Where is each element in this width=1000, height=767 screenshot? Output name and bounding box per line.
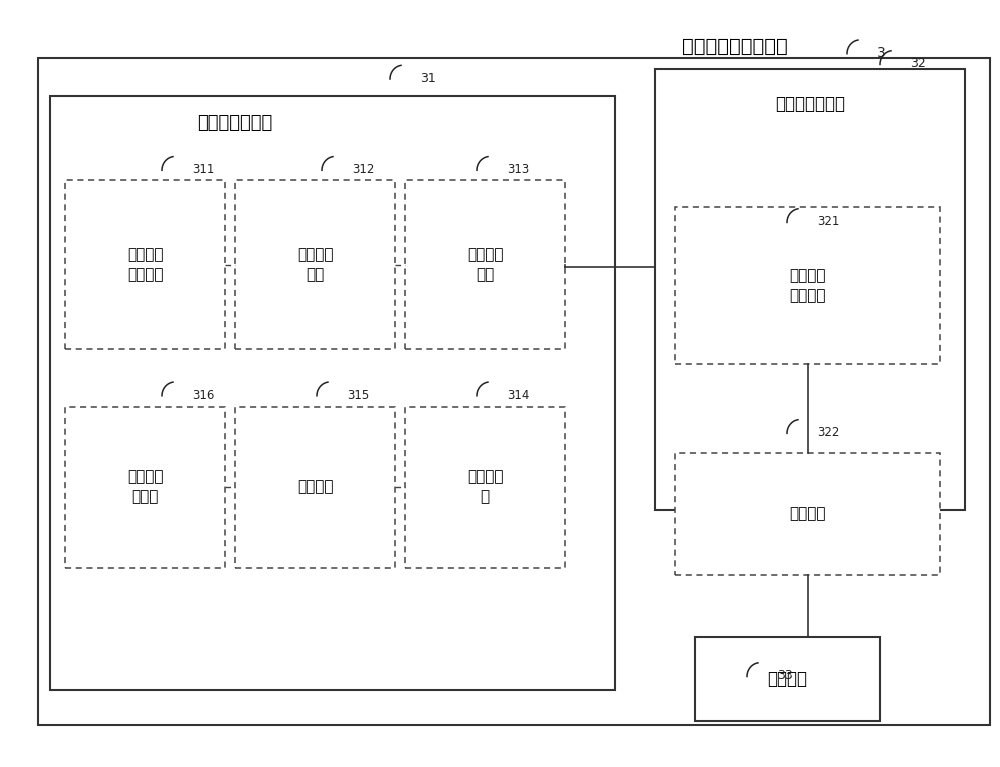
Text: 比对单元: 比对单元 bbox=[789, 506, 826, 522]
Bar bbox=[235, 407, 395, 568]
Text: 解压缩单
元: 解压缩单 元 bbox=[467, 469, 503, 505]
Bar bbox=[675, 207, 940, 364]
Text: 相似度获得模块: 相似度获得模块 bbox=[775, 94, 845, 113]
Text: 波形图生
成单元: 波形图生 成单元 bbox=[127, 469, 163, 505]
Text: 3: 3 bbox=[877, 46, 886, 60]
Text: 314: 314 bbox=[507, 389, 529, 401]
Bar bbox=[695, 637, 880, 721]
Text: 静音切除
单元: 静音切除 单元 bbox=[467, 247, 503, 282]
Bar bbox=[65, 407, 225, 568]
Bar bbox=[655, 69, 965, 510]
Text: 313: 313 bbox=[507, 163, 529, 176]
Text: 数据格式
获取单元: 数据格式 获取单元 bbox=[127, 247, 163, 282]
Text: 处理模块: 处理模块 bbox=[767, 670, 807, 688]
Text: 点阵图像
生成单元: 点阵图像 生成单元 bbox=[789, 268, 826, 303]
Text: 321: 321 bbox=[817, 216, 839, 228]
Text: 315: 315 bbox=[347, 389, 369, 401]
Text: 316: 316 bbox=[192, 389, 214, 401]
Text: 33: 33 bbox=[777, 670, 793, 682]
Bar bbox=[38, 58, 990, 725]
Text: 波形图生成模块: 波形图生成模块 bbox=[197, 114, 273, 132]
Text: 32: 32 bbox=[910, 58, 926, 70]
Bar bbox=[675, 453, 940, 575]
Text: 311: 311 bbox=[192, 163, 214, 176]
Text: 采样单元: 采样单元 bbox=[297, 479, 333, 495]
Text: 31: 31 bbox=[420, 72, 436, 84]
Text: 312: 312 bbox=[352, 163, 374, 176]
Text: 语音信息的比对装置: 语音信息的比对装置 bbox=[682, 37, 788, 55]
Bar bbox=[405, 407, 565, 568]
Bar bbox=[50, 96, 615, 690]
Bar bbox=[235, 180, 395, 349]
Text: 格式转换
单元: 格式转换 单元 bbox=[297, 247, 333, 282]
Text: 322: 322 bbox=[817, 426, 839, 439]
Bar bbox=[405, 180, 565, 349]
Bar bbox=[65, 180, 225, 349]
